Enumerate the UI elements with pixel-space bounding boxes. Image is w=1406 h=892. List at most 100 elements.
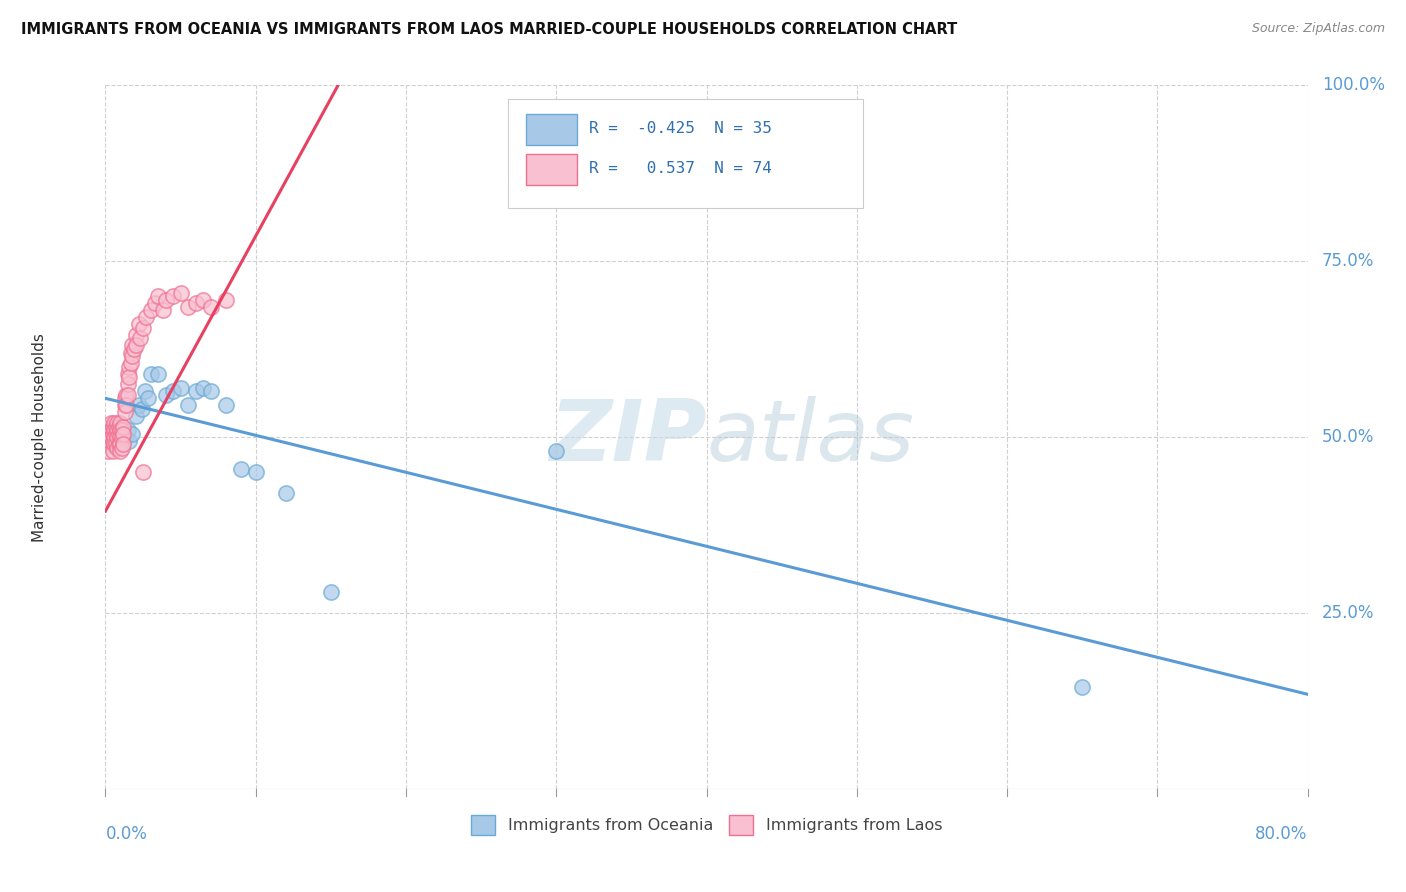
Point [110,437,132,451]
Point [98,419,121,434]
Point [103,423,125,437]
Point [121,426,143,441]
Point [134,384,156,399]
Point [104,437,127,451]
Point [97,444,120,458]
Point [319,585,342,599]
Point [118,370,141,384]
Text: 75.0%: 75.0% [1322,252,1375,270]
Point [98,423,121,437]
Point [214,293,236,307]
Point [191,381,214,395]
Text: 25.0%: 25.0% [1322,604,1375,623]
Point [107,441,129,455]
Point [128,398,150,412]
Point [104,419,127,434]
Point [107,437,129,451]
Point [117,388,139,402]
Point [100,430,122,444]
Point [108,437,131,451]
Point [124,338,146,352]
Point [114,405,136,419]
Point [184,384,207,399]
Point [98,426,121,441]
Point [108,419,131,434]
Point [155,293,177,307]
Point [103,416,125,430]
Point [101,444,124,458]
Point [107,423,129,437]
Point [111,434,134,448]
FancyBboxPatch shape [508,99,863,208]
Point [191,293,214,307]
Point [96,426,118,441]
Point [110,444,132,458]
Text: 50.0%: 50.0% [1322,428,1375,446]
Point [139,303,162,318]
Text: R =   0.537  N = 74: R = 0.537 N = 74 [589,161,772,176]
Point [110,430,132,444]
Point [143,296,166,310]
Point [120,356,142,370]
Text: R =  -0.425  N = 35: R = -0.425 N = 35 [589,121,772,136]
Point [124,327,146,342]
Point [169,285,191,300]
Point [114,398,136,412]
Point [103,430,125,444]
Point [117,377,139,392]
Point [112,419,135,434]
Point [118,359,141,374]
Point [136,392,159,406]
Point [118,434,141,448]
Text: 80.0%: 80.0% [1256,824,1308,843]
Point [101,426,124,441]
Point [110,423,132,437]
Point [129,331,152,345]
Point [274,486,297,500]
Point [107,430,129,444]
Point [111,430,134,444]
Point [177,300,200,314]
Text: Source: ZipAtlas.com: Source: ZipAtlas.com [1251,22,1385,36]
Point [120,345,142,359]
Point [101,434,124,448]
Point [131,401,153,416]
Text: Married-couple Households: Married-couple Households [32,333,46,541]
Point [111,441,134,455]
Point [100,416,122,430]
Point [117,423,139,437]
Point [229,462,252,476]
Point [146,367,169,381]
Point [146,289,169,303]
Point [100,423,122,437]
Point [104,434,127,448]
Legend: Immigrants from Oceania, Immigrants from Laos: Immigrants from Oceania, Immigrants from… [464,809,949,841]
Text: ZIP: ZIP [548,395,707,479]
Point [96,430,118,444]
Point [124,409,146,423]
Point [97,434,120,448]
Point [108,426,131,441]
Point [200,300,222,314]
Point [103,437,125,451]
Point [112,426,135,441]
Point [112,426,135,441]
Point [110,430,132,444]
Point [245,466,267,480]
FancyBboxPatch shape [526,153,576,185]
Point [162,384,184,399]
Point [184,296,207,310]
Text: 100.0%: 100.0% [1322,76,1385,94]
Point [546,444,568,458]
Point [112,437,135,451]
Point [177,398,200,412]
FancyBboxPatch shape [526,113,576,145]
Point [128,318,150,332]
Point [114,392,136,406]
Point [107,416,129,430]
Point [115,388,138,402]
Point [101,419,124,434]
Point [214,398,236,412]
Point [121,349,143,363]
Point [117,367,139,381]
